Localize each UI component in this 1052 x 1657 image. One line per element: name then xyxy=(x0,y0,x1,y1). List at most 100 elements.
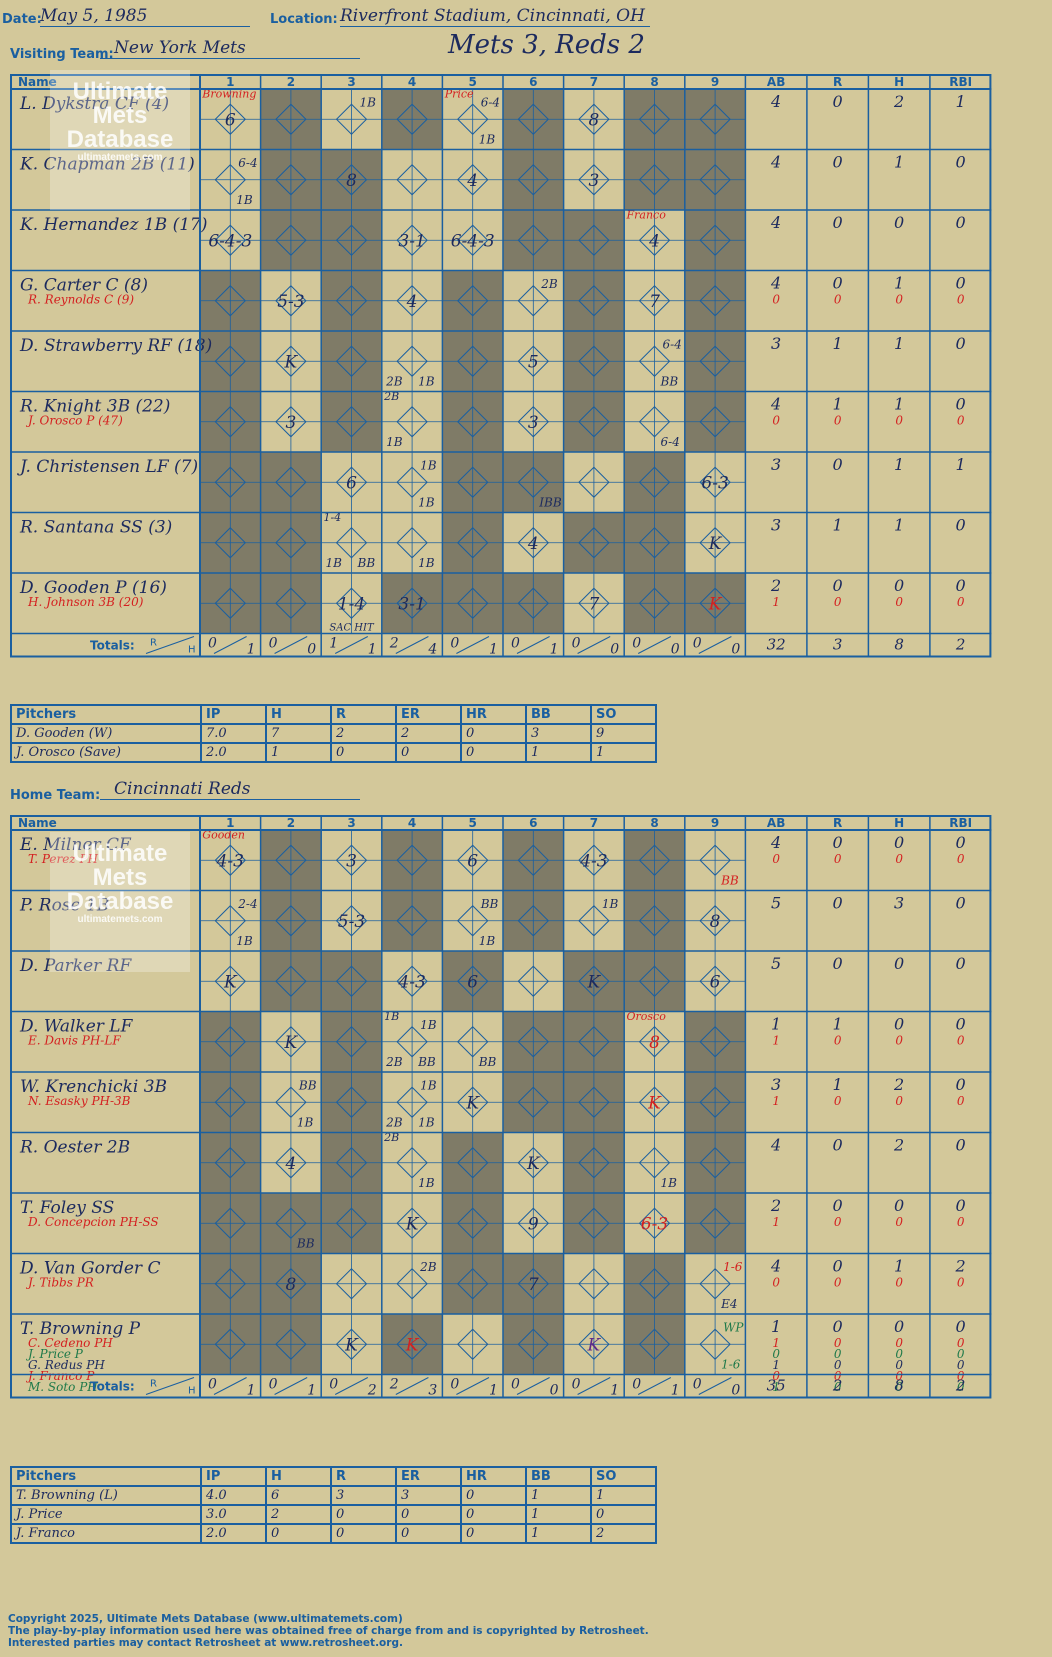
substitute-stat: 0 xyxy=(895,1347,903,1361)
player-stat: 1 xyxy=(771,1317,781,1336)
substitute-stat: 0 xyxy=(834,1276,842,1290)
base-diamond xyxy=(517,103,550,135)
play-notation: 1-6 xyxy=(723,1260,743,1274)
play-notation: 1B xyxy=(479,934,496,948)
player-stat: 3 xyxy=(771,455,781,474)
base-diamond xyxy=(275,1328,307,1360)
inning-header: 9 xyxy=(711,816,719,830)
player-stat: 1 xyxy=(894,1257,904,1276)
play-notation: 1B xyxy=(420,1018,437,1032)
rh-slash xyxy=(145,1377,195,1395)
player-stat: 0 xyxy=(956,516,966,535)
pitcher-name: T. Browning (L) xyxy=(10,1485,202,1506)
player-name: R. Oester 2B xyxy=(19,1138,130,1158)
base-diamond xyxy=(638,1086,671,1118)
player-stat: 4 xyxy=(770,1136,781,1155)
substitute-stat: 0 xyxy=(957,1347,965,1361)
player-stat: 1 xyxy=(894,395,904,414)
inning-hits: 1 xyxy=(307,1383,316,1399)
inning-runs: 0 xyxy=(329,1377,338,1393)
inning-hits: 1 xyxy=(247,1383,256,1399)
base-diamond xyxy=(335,527,368,559)
inning-hits: 0 xyxy=(731,642,740,658)
play-notation: Orosco xyxy=(627,1010,667,1023)
pitcher-stat: 7 xyxy=(265,723,332,744)
inning-total-slash xyxy=(637,1377,672,1395)
play-notation: Gooden xyxy=(202,828,245,841)
play-notation: BB xyxy=(660,374,679,388)
base-diamond xyxy=(517,406,550,438)
player-stat: 1 xyxy=(833,1075,843,1094)
base-diamond xyxy=(214,587,247,619)
play-notation: 6 xyxy=(346,473,357,493)
substitute-stat: 0 xyxy=(957,1094,965,1108)
player-stat: 0 xyxy=(956,894,966,913)
play-notation: 6-4 xyxy=(663,337,682,351)
inning-total-slash xyxy=(516,636,550,654)
play-notation: 1B xyxy=(602,897,619,911)
play-notation: 4 xyxy=(648,231,660,251)
base-diamond xyxy=(638,164,671,196)
substitute-stat: 0 xyxy=(957,852,965,866)
play-notation: 6-3 xyxy=(701,473,728,493)
pitcher-stat: 4.0 xyxy=(200,1485,267,1506)
player-stat: 5 xyxy=(771,954,781,973)
inning-runs: 0 xyxy=(572,636,581,652)
base-diamond xyxy=(396,406,428,438)
pitcher-stat: 1 xyxy=(265,742,332,763)
player-stat: 2 xyxy=(770,1196,781,1215)
substitute-stat: 0 xyxy=(772,1276,780,1290)
play-notation: 3-1 xyxy=(398,231,425,251)
play-notation: 6 xyxy=(467,851,478,871)
player-stat: 0 xyxy=(956,1136,966,1155)
player-name: D. Parker RF xyxy=(19,956,132,976)
player-stat: 0 xyxy=(833,1257,843,1276)
play-notation: 7 xyxy=(528,1275,539,1295)
base-diamond xyxy=(638,1328,671,1360)
substitute-stat: 0 xyxy=(772,293,780,307)
base-diamond xyxy=(699,587,731,619)
player-stat: 2 xyxy=(893,92,904,111)
hits-label: H xyxy=(188,645,196,656)
inning-header: 8 xyxy=(650,75,658,89)
play-notation: 1B xyxy=(326,556,343,570)
play-notation: 6 xyxy=(225,110,236,130)
base-diamond xyxy=(396,587,428,619)
pitcher-column-header: IP xyxy=(200,704,267,725)
play-notation: 8 xyxy=(285,1275,296,1295)
substitute-stat: 0 xyxy=(957,1276,965,1290)
base-diamond xyxy=(335,587,368,619)
substitute-stat: 0 xyxy=(895,1369,903,1383)
substitute-stat: 0 xyxy=(895,293,903,307)
base-diamond xyxy=(638,965,671,997)
substitute-stat: 0 xyxy=(834,1336,842,1350)
base-diamond xyxy=(456,224,489,256)
pitcher-column-header: BB xyxy=(525,1466,592,1487)
base-diamond xyxy=(638,527,671,559)
player-stat: 1 xyxy=(833,516,843,535)
player-stat: 4 xyxy=(770,833,781,852)
play-notation: K xyxy=(284,352,299,372)
play-notation: 7 xyxy=(649,292,660,312)
player-stat: 0 xyxy=(956,576,966,595)
inning-runs: 0 xyxy=(632,636,641,652)
play-notation: 6 xyxy=(467,972,478,992)
base-diamond xyxy=(699,285,731,317)
player-stat: 5 xyxy=(771,894,781,913)
player-stat: 1 xyxy=(894,334,904,353)
pitcher-column-header: ER xyxy=(395,1466,462,1487)
visitor-scorecard: Name 1 2 3 4 5 6 7 8 9 AB R H RBI L. Dykstra CF (4) 4 0 2… xyxy=(10,74,1045,698)
inning-header: 2 xyxy=(287,75,295,89)
play-notation: 2B xyxy=(383,1131,399,1144)
location-value: Riverfront Stadium, Cincinnati, OH xyxy=(340,6,650,27)
base-diamond xyxy=(335,965,368,997)
inning-total-slash xyxy=(516,1377,550,1395)
date-label: Date: xyxy=(2,12,42,27)
substitute-stat: 0 xyxy=(895,1380,903,1394)
base-diamond xyxy=(456,905,489,937)
player-name: D. Walker LF xyxy=(19,1017,134,1037)
location-label: Location: xyxy=(270,12,338,27)
pitcher-stat: 3.0 xyxy=(200,1504,267,1525)
base-diamond xyxy=(275,905,307,937)
